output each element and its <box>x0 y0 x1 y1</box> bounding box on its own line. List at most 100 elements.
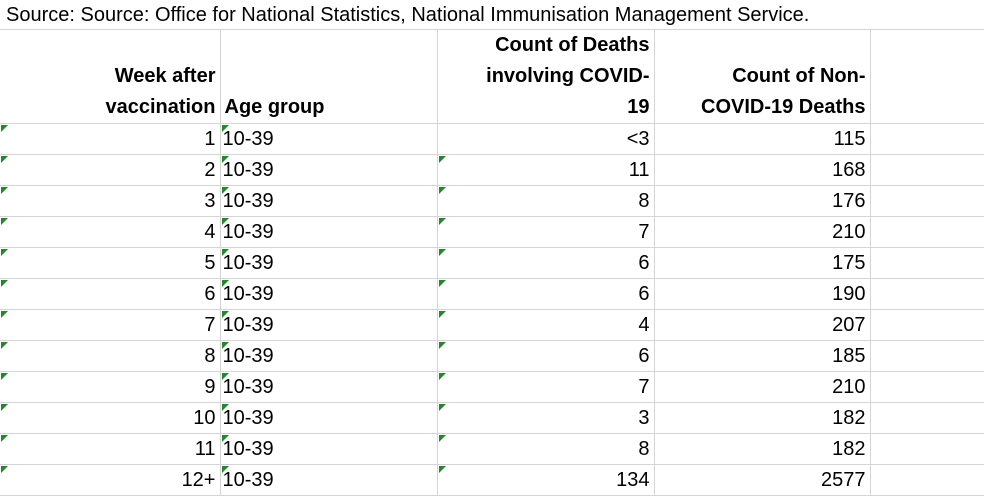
covid-deaths-cell[interactable]: 3 <box>437 402 655 434</box>
empty-cell[interactable] <box>870 123 984 155</box>
age-group-cell[interactable]: 10-39 <box>220 464 438 496</box>
week-cell[interactable]: 2 <box>0 154 221 186</box>
empty-cell[interactable] <box>870 278 984 310</box>
error-indicator-icon <box>1 373 8 380</box>
covid-deaths-cell[interactable]: 7 <box>437 371 655 403</box>
age-group-cell[interactable]: 10-39 <box>220 123 438 155</box>
noncovid-deaths-cell-value: 190 <box>832 283 866 305</box>
age-group-cell[interactable]: 10-39 <box>220 309 438 341</box>
error-indicator-icon <box>221 373 229 380</box>
header-covid-cell[interactable]: Count of Deaths involving COVID- 19 <box>437 30 655 124</box>
age-group-cell[interactable]: 10-39 <box>220 433 438 465</box>
empty-cell[interactable] <box>870 309 984 341</box>
noncovid-deaths-cell[interactable]: 210 <box>654 371 871 403</box>
week-cell[interactable]: 1 <box>0 123 221 155</box>
deaths-table: Week after vaccination Age group Count o… <box>0 30 984 496</box>
error-indicator-icon <box>438 404 446 411</box>
error-indicator-icon <box>1 280 8 287</box>
error-indicator-icon <box>1 218 8 225</box>
week-cell[interactable]: 7 <box>0 309 221 341</box>
table-row: 4 10-39 7 210 <box>0 216 984 248</box>
header-row: Week after vaccination Age group Count o… <box>0 30 984 124</box>
noncovid-deaths-cell[interactable]: 207 <box>654 309 871 341</box>
week-cell-value: 11 <box>194 438 216 460</box>
week-cell[interactable]: 12+ <box>0 464 221 496</box>
age-group-cell-value: 10-39 <box>222 190 274 212</box>
week-cell[interactable]: 9 <box>0 371 221 403</box>
covid-deaths-cell[interactable]: 4 <box>437 309 655 341</box>
week-cell[interactable]: 10 <box>0 402 221 434</box>
noncovid-deaths-cell[interactable]: 2577 <box>654 464 871 496</box>
table-row: 8 10-39 6 185 <box>0 340 984 372</box>
covid-deaths-cell[interactable]: 8 <box>437 185 655 217</box>
age-group-cell[interactable]: 10-39 <box>220 154 438 186</box>
covid-deaths-cell-value: 6 <box>638 283 650 305</box>
covid-deaths-cell[interactable]: <3 <box>437 123 655 155</box>
error-indicator-icon <box>438 466 446 473</box>
noncovid-deaths-cell[interactable]: 182 <box>654 402 871 434</box>
empty-cell[interactable] <box>870 340 984 372</box>
noncovid-deaths-cell[interactable]: 182 <box>654 433 871 465</box>
header-week-line-1: Week after <box>114 65 216 87</box>
age-group-cell-value: 10-39 <box>222 407 274 429</box>
covid-deaths-cell[interactable]: 11 <box>437 154 655 186</box>
header-week-cell[interactable]: Week after vaccination <box>0 30 221 124</box>
header-covid-line-2: involving COVID- <box>486 65 650 87</box>
week-cell-value: 1 <box>204 128 216 150</box>
week-cell-value: 8 <box>204 345 216 367</box>
noncovid-deaths-cell[interactable]: 185 <box>654 340 871 372</box>
noncovid-deaths-cell-value: 207 <box>832 314 866 336</box>
error-indicator-icon <box>1 125 8 132</box>
age-group-cell[interactable]: 10-39 <box>220 247 438 279</box>
covid-deaths-cell[interactable]: 134 <box>437 464 655 496</box>
empty-cell[interactable] <box>870 185 984 217</box>
header-noncovid-cell[interactable]: Count of Non- COVID-19 Deaths <box>654 30 871 124</box>
empty-cell[interactable] <box>870 464 984 496</box>
noncovid-deaths-cell[interactable]: 115 <box>654 123 871 155</box>
empty-cell[interactable] <box>870 402 984 434</box>
age-group-cell[interactable]: 10-39 <box>220 371 438 403</box>
noncovid-deaths-cell[interactable]: 176 <box>654 185 871 217</box>
week-cell-value: 12+ <box>181 469 216 491</box>
empty-cell[interactable] <box>870 371 984 403</box>
noncovid-deaths-cell[interactable]: 175 <box>654 247 871 279</box>
week-cell[interactable]: 11 <box>0 433 221 465</box>
error-indicator-icon <box>438 187 446 194</box>
age-group-cell-value: 10-39 <box>222 438 274 460</box>
week-cell[interactable]: 8 <box>0 340 221 372</box>
header-age-cell[interactable]: Age group <box>220 30 438 124</box>
source-note[interactable]: Source: Source: Office for National Stat… <box>0 0 984 30</box>
week-cell[interactable]: 5 <box>0 247 221 279</box>
noncovid-deaths-cell-value: 168 <box>832 159 866 181</box>
empty-cell[interactable] <box>870 30 984 124</box>
age-group-cell[interactable]: 10-39 <box>220 216 438 248</box>
noncovid-deaths-cell[interactable]: 168 <box>654 154 871 186</box>
empty-cell[interactable] <box>870 247 984 279</box>
noncovid-deaths-cell[interactable]: 190 <box>654 278 871 310</box>
age-group-cell[interactable]: 10-39 <box>220 402 438 434</box>
week-cell[interactable]: 4 <box>0 216 221 248</box>
noncovid-deaths-cell-value: 2577 <box>821 469 866 491</box>
covid-deaths-cell[interactable]: 6 <box>437 247 655 279</box>
covid-deaths-cell[interactable]: 8 <box>437 433 655 465</box>
error-indicator-icon <box>438 435 446 442</box>
noncovid-deaths-cell-value: 175 <box>832 252 866 274</box>
empty-cell[interactable] <box>870 433 984 465</box>
age-group-cell[interactable]: 10-39 <box>220 340 438 372</box>
week-cell[interactable]: 3 <box>0 185 221 217</box>
week-cell[interactable]: 6 <box>0 278 221 310</box>
week-cell-value: 10 <box>193 407 216 429</box>
table-row: 6 10-39 6 190 <box>0 278 984 310</box>
error-indicator-icon <box>1 342 8 349</box>
age-group-cell[interactable]: 10-39 <box>220 278 438 310</box>
week-cell-value: 2 <box>204 159 216 181</box>
covid-deaths-cell[interactable]: 6 <box>437 278 655 310</box>
covid-deaths-cell[interactable]: 6 <box>437 340 655 372</box>
age-group-cell-value: 10-39 <box>222 283 274 305</box>
covid-deaths-cell[interactable]: 7 <box>437 216 655 248</box>
error-indicator-icon <box>438 342 446 349</box>
empty-cell[interactable] <box>870 216 984 248</box>
empty-cell[interactable] <box>870 154 984 186</box>
age-group-cell[interactable]: 10-39 <box>220 185 438 217</box>
noncovid-deaths-cell[interactable]: 210 <box>654 216 871 248</box>
